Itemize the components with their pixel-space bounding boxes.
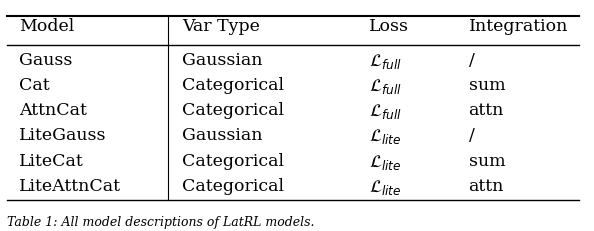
Text: Loss: Loss <box>369 18 409 35</box>
Text: AttnCat: AttnCat <box>19 102 87 119</box>
Text: LiteGauss: LiteGauss <box>19 127 106 144</box>
Text: Integration: Integration <box>469 18 568 35</box>
Text: sum: sum <box>469 152 505 169</box>
Text: Gaussian: Gaussian <box>182 52 263 69</box>
Text: $\mathcal{L}_{lite}$: $\mathcal{L}_{lite}$ <box>369 152 402 171</box>
Text: /: / <box>469 52 475 69</box>
Text: Table 1: All model descriptions of LatRL models.: Table 1: All model descriptions of LatRL… <box>7 215 315 228</box>
Text: attn: attn <box>469 102 504 119</box>
Text: Cat: Cat <box>19 77 49 94</box>
Text: Categorical: Categorical <box>182 102 285 119</box>
Text: $\mathcal{L}_{full}$: $\mathcal{L}_{full}$ <box>369 77 402 96</box>
Text: Categorical: Categorical <box>182 77 285 94</box>
Text: Model: Model <box>19 18 74 35</box>
Text: $\mathcal{L}_{lite}$: $\mathcal{L}_{lite}$ <box>369 177 402 196</box>
Text: $\mathcal{L}_{full}$: $\mathcal{L}_{full}$ <box>369 102 402 121</box>
Text: LiteAttnCat: LiteAttnCat <box>19 177 121 194</box>
Text: $\mathcal{L}_{full}$: $\mathcal{L}_{full}$ <box>369 52 402 71</box>
Text: Categorical: Categorical <box>182 177 285 194</box>
Text: Gauss: Gauss <box>19 52 72 69</box>
Text: attn: attn <box>469 177 504 194</box>
Text: $\mathcal{L}_{lite}$: $\mathcal{L}_{lite}$ <box>369 127 402 146</box>
Text: sum: sum <box>469 77 505 94</box>
Text: Gaussian: Gaussian <box>182 127 263 144</box>
Text: Categorical: Categorical <box>182 152 285 169</box>
Text: Var Type: Var Type <box>182 18 260 35</box>
Text: LiteCat: LiteCat <box>19 152 84 169</box>
Text: /: / <box>469 127 475 144</box>
